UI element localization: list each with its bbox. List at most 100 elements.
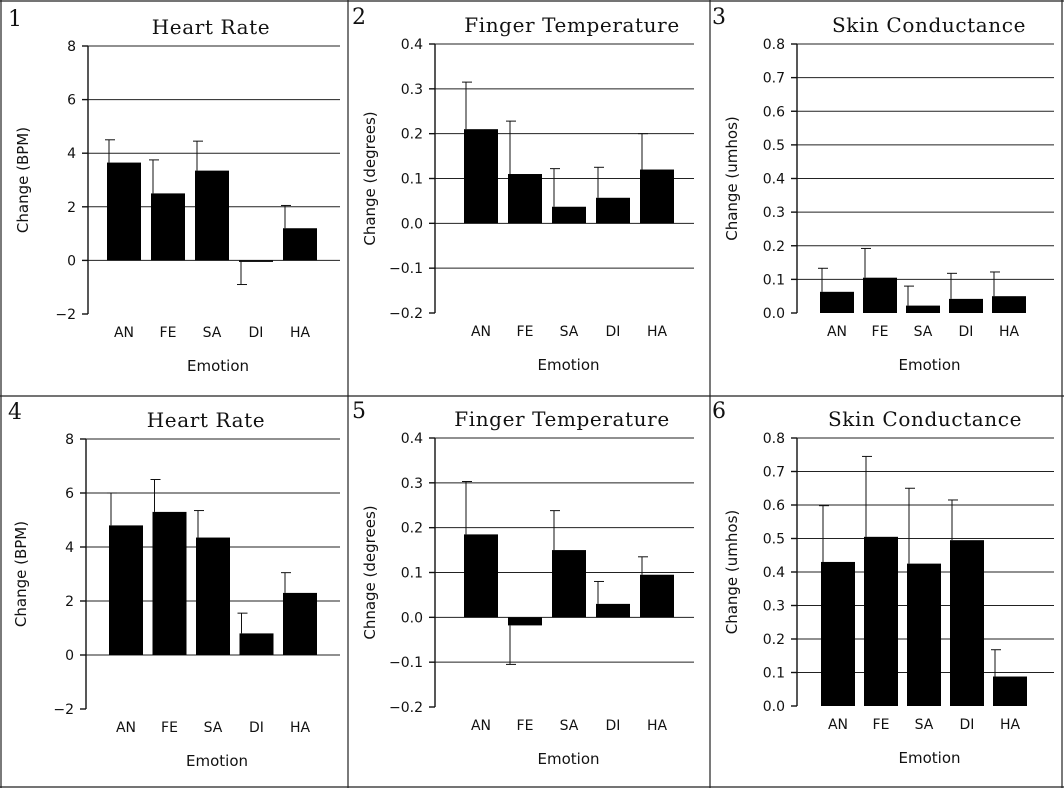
y-tick-label: −0.1 — [389, 261, 423, 277]
bar-FE — [864, 536, 898, 706]
bar-FE — [508, 174, 542, 224]
y-tick-label: 0.1 — [401, 566, 423, 582]
y-tick-label: −2 — [53, 702, 74, 718]
bar-AN — [107, 162, 141, 261]
bar-AN — [464, 129, 498, 224]
bar-HA — [283, 228, 317, 261]
x-tick-label: AN — [828, 717, 848, 733]
chart-title: Skin Conductance — [832, 13, 1026, 37]
panel-5: 5 Finger Temperature −0.2 −0.1 0.0 0.1 0.2 0.3 0… — [352, 399, 694, 768]
x-tick-label: AN — [471, 324, 491, 340]
y-tick-label: 0.3 — [763, 599, 785, 615]
x-axis-label: Emotion — [538, 356, 600, 374]
bar-SA — [196, 537, 230, 655]
bar-HA — [640, 574, 674, 618]
x-tick-label: HA — [647, 718, 668, 734]
panel-number: 3 — [712, 5, 726, 30]
y-tick-label: 0.5 — [763, 532, 785, 548]
x-tick-label: DI — [249, 720, 264, 736]
y-tick-label: 0 — [65, 648, 74, 664]
y-tick-label: 4 — [67, 146, 76, 162]
y-tick-label: 0.8 — [763, 37, 785, 53]
x-tick-label: FE — [160, 325, 177, 341]
x-tick-label: AN — [114, 325, 134, 341]
y-axis-label: Change (BPM) — [12, 521, 30, 627]
y-tick-label: 0.8 — [763, 431, 785, 447]
y-axis-label: Change (BPM) — [14, 127, 32, 233]
x-tick-label: FE — [872, 324, 889, 340]
bar-DI — [949, 298, 983, 313]
panel-1: 1 Heart Rate −2 0 2 4 6 8 AN FE SA DI HA Emotion Chang… — [8, 7, 340, 375]
y-tick-label: 2 — [67, 200, 76, 216]
panel-2: 2 Finger Temperature −0.2 −0.1 0.0 0.1 0.2 0.3 0… — [352, 5, 694, 374]
bar-FE — [151, 193, 185, 261]
y-axis-label: Chnage (degrees) — [361, 505, 379, 639]
chart-title: Heart Rate — [147, 408, 265, 432]
bar-FE — [508, 617, 542, 626]
bar-AN — [464, 534, 498, 618]
panels: 1 Heart Rate −2 0 2 4 6 8 AN FE SA DI HA Emotion Chang… — [8, 5, 1054, 770]
bar-SA — [552, 550, 586, 618]
chart-title: Finger Temperature — [454, 407, 670, 431]
x-tick-label: HA — [290, 720, 311, 736]
x-tick-label: DI — [606, 718, 621, 734]
panel-number: 2 — [352, 5, 366, 30]
x-tick-label: HA — [999, 324, 1020, 340]
y-tick-label: 8 — [65, 432, 74, 448]
y-tick-label: 0.1 — [763, 272, 785, 288]
y-tick-label: 6 — [65, 486, 74, 502]
bar-HA — [992, 296, 1026, 313]
x-tick-label: HA — [1000, 717, 1021, 733]
bar-HA — [640, 169, 674, 224]
x-axis-label: Emotion — [899, 749, 961, 767]
x-tick-label: FE — [517, 324, 534, 340]
x-axis-label: Emotion — [186, 752, 248, 770]
bar-DI — [950, 540, 984, 706]
y-axis-label: Change (umhos) — [723, 116, 741, 241]
y-tick-label: −2 — [55, 307, 76, 323]
y-tick-label: 0.4 — [401, 431, 423, 447]
panel-6: 6 Skin Conductance 0.0 0.1 0.2 0.3 0.4 0.5 0.6 0.… — [712, 399, 1054, 767]
y-tick-label: 0.6 — [763, 498, 785, 514]
x-tick-label: HA — [647, 324, 668, 340]
x-tick-label: FE — [517, 718, 534, 734]
x-tick-label: SA — [560, 718, 579, 734]
panel-number: 6 — [712, 399, 726, 424]
bar-DI — [596, 603, 630, 618]
y-tick-label: 0.5 — [763, 138, 785, 154]
panel-number: 4 — [8, 400, 22, 425]
bar-DI — [596, 197, 630, 224]
bar-FE — [152, 511, 187, 655]
y-axis-label: Change (degrees) — [361, 111, 379, 245]
x-axis-label: Emotion — [899, 356, 961, 374]
bar-AN — [109, 525, 143, 655]
bar-AN — [821, 561, 855, 706]
y-tick-label: 0.4 — [763, 172, 785, 188]
y-tick-label: 0.4 — [401, 37, 423, 53]
y-axis-label: Change (umhos) — [723, 510, 741, 635]
bar-HA — [283, 592, 317, 655]
y-tick-label: −0.1 — [389, 655, 423, 671]
y-tick-label: 0.4 — [763, 565, 785, 581]
y-tick-label: 0.7 — [763, 71, 785, 87]
panel-number: 1 — [8, 7, 22, 32]
y-tick-label: 0.0 — [401, 610, 423, 626]
y-tick-label: 0.3 — [763, 205, 785, 221]
x-tick-label: DI — [606, 324, 621, 340]
y-tick-label: 0.2 — [401, 521, 423, 537]
x-tick-label: SA — [204, 720, 223, 736]
bar-HA — [993, 676, 1027, 706]
x-tick-label: AN — [116, 720, 136, 736]
y-tick-label: 2 — [65, 594, 74, 610]
bar-SA — [552, 206, 586, 224]
x-tick-label: DI — [249, 325, 264, 341]
x-tick-label: DI — [959, 324, 974, 340]
bar-FE — [863, 277, 897, 313]
y-tick-label: 0.3 — [401, 476, 423, 492]
x-tick-label: AN — [471, 718, 491, 734]
y-tick-label: 0.7 — [763, 465, 785, 481]
y-tick-label: 0.2 — [763, 632, 785, 648]
chart-title: Finger Temperature — [464, 13, 680, 37]
x-tick-label: HA — [290, 325, 311, 341]
y-tick-label: 0.2 — [401, 127, 423, 143]
